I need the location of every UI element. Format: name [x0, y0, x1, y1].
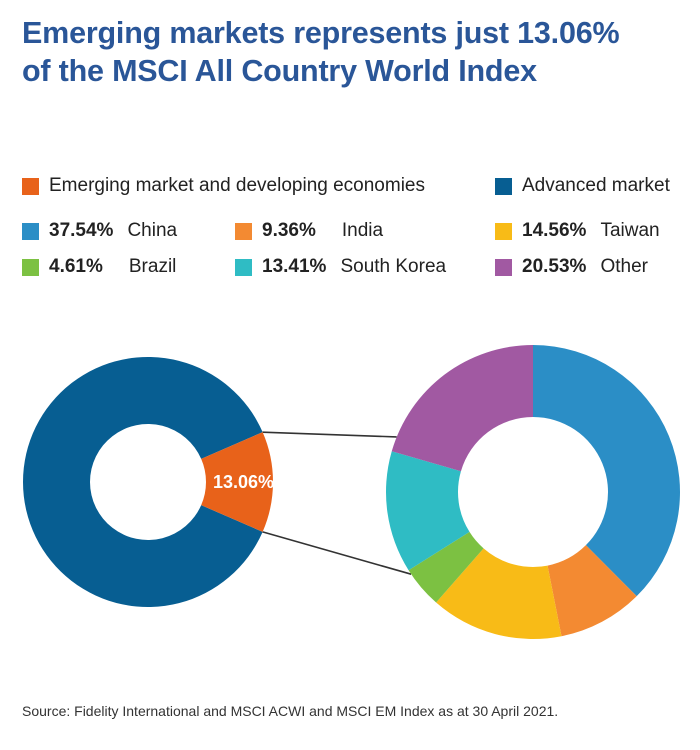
legend-value-south-korea: 13.41%	[262, 256, 327, 277]
legend-item-india: 9.36% India	[235, 220, 383, 242]
legend-item-other: 20.53% Other	[495, 256, 648, 278]
slice-taiwan	[436, 548, 562, 640]
legend-swatch-other	[495, 258, 512, 276]
legend-label-emerging: Emerging market and developing economies	[49, 175, 425, 196]
chart-title: Emerging markets represents just 13.06% …	[22, 14, 692, 90]
legend-item-taiwan: 14.56% Taiwan	[495, 220, 660, 242]
legend-value-taiwan: 14.56%	[522, 220, 587, 241]
connector-lines	[262, 431, 412, 575]
legend-swatch-taiwan	[495, 222, 512, 240]
legend-swatch-advanced	[495, 177, 512, 195]
legend-label-brazil: Brazil	[128, 256, 177, 277]
legend-item-advanced: Advanced market	[495, 175, 670, 197]
legend-value-brazil: 4.61%	[49, 256, 103, 277]
legend-swatch-brazil	[22, 258, 39, 276]
legend-label-other: Other	[600, 256, 648, 277]
legend-swatch-emerging	[22, 177, 39, 195]
slice-other	[391, 344, 533, 472]
chart-title-line-1: Emerging markets represents just 13.06%	[22, 16, 620, 50]
slice-emerging	[201, 432, 274, 532]
slice-advanced	[23, 357, 263, 607]
connector-line-lower	[262, 531, 412, 575]
emerging-share-label: 13.06%	[213, 472, 274, 492]
legend-label-india: India	[341, 220, 384, 241]
legend-swatch-china	[22, 222, 39, 240]
donut-world-index	[23, 357, 274, 607]
legend-swatch-south-korea	[235, 258, 252, 276]
legend-label-taiwan: Taiwan	[600, 220, 660, 241]
slice-brazil	[408, 531, 484, 603]
legend-item-brazil: 4.61% Brazil	[22, 256, 176, 278]
legend-item-emerging: Emerging market and developing economies	[22, 175, 425, 197]
legend-label-advanced: Advanced market	[522, 175, 670, 196]
legend-value-china: 37.54%	[49, 220, 114, 241]
slice-south-korea	[386, 451, 470, 571]
legend-label-south-korea: South Korea	[340, 256, 447, 277]
slice-india	[547, 545, 637, 637]
slice-china	[533, 345, 680, 597]
legend-item-china: 37.54% China	[22, 220, 177, 242]
legend-label-china: China	[127, 220, 178, 241]
donut-emerging-breakdown	[386, 344, 680, 640]
legend-value-india: 9.36%	[262, 220, 316, 241]
legend-value-other: 20.53%	[522, 256, 587, 277]
chart-title-line-2: of the MSCI All Country World Index	[22, 54, 537, 88]
connector-line-upper	[262, 431, 397, 438]
source-note: Source: Fidelity International and MSCI …	[22, 703, 559, 719]
legend-swatch-india	[235, 222, 252, 240]
legend-item-south-korea: 13.41% South Korea	[235, 256, 446, 278]
